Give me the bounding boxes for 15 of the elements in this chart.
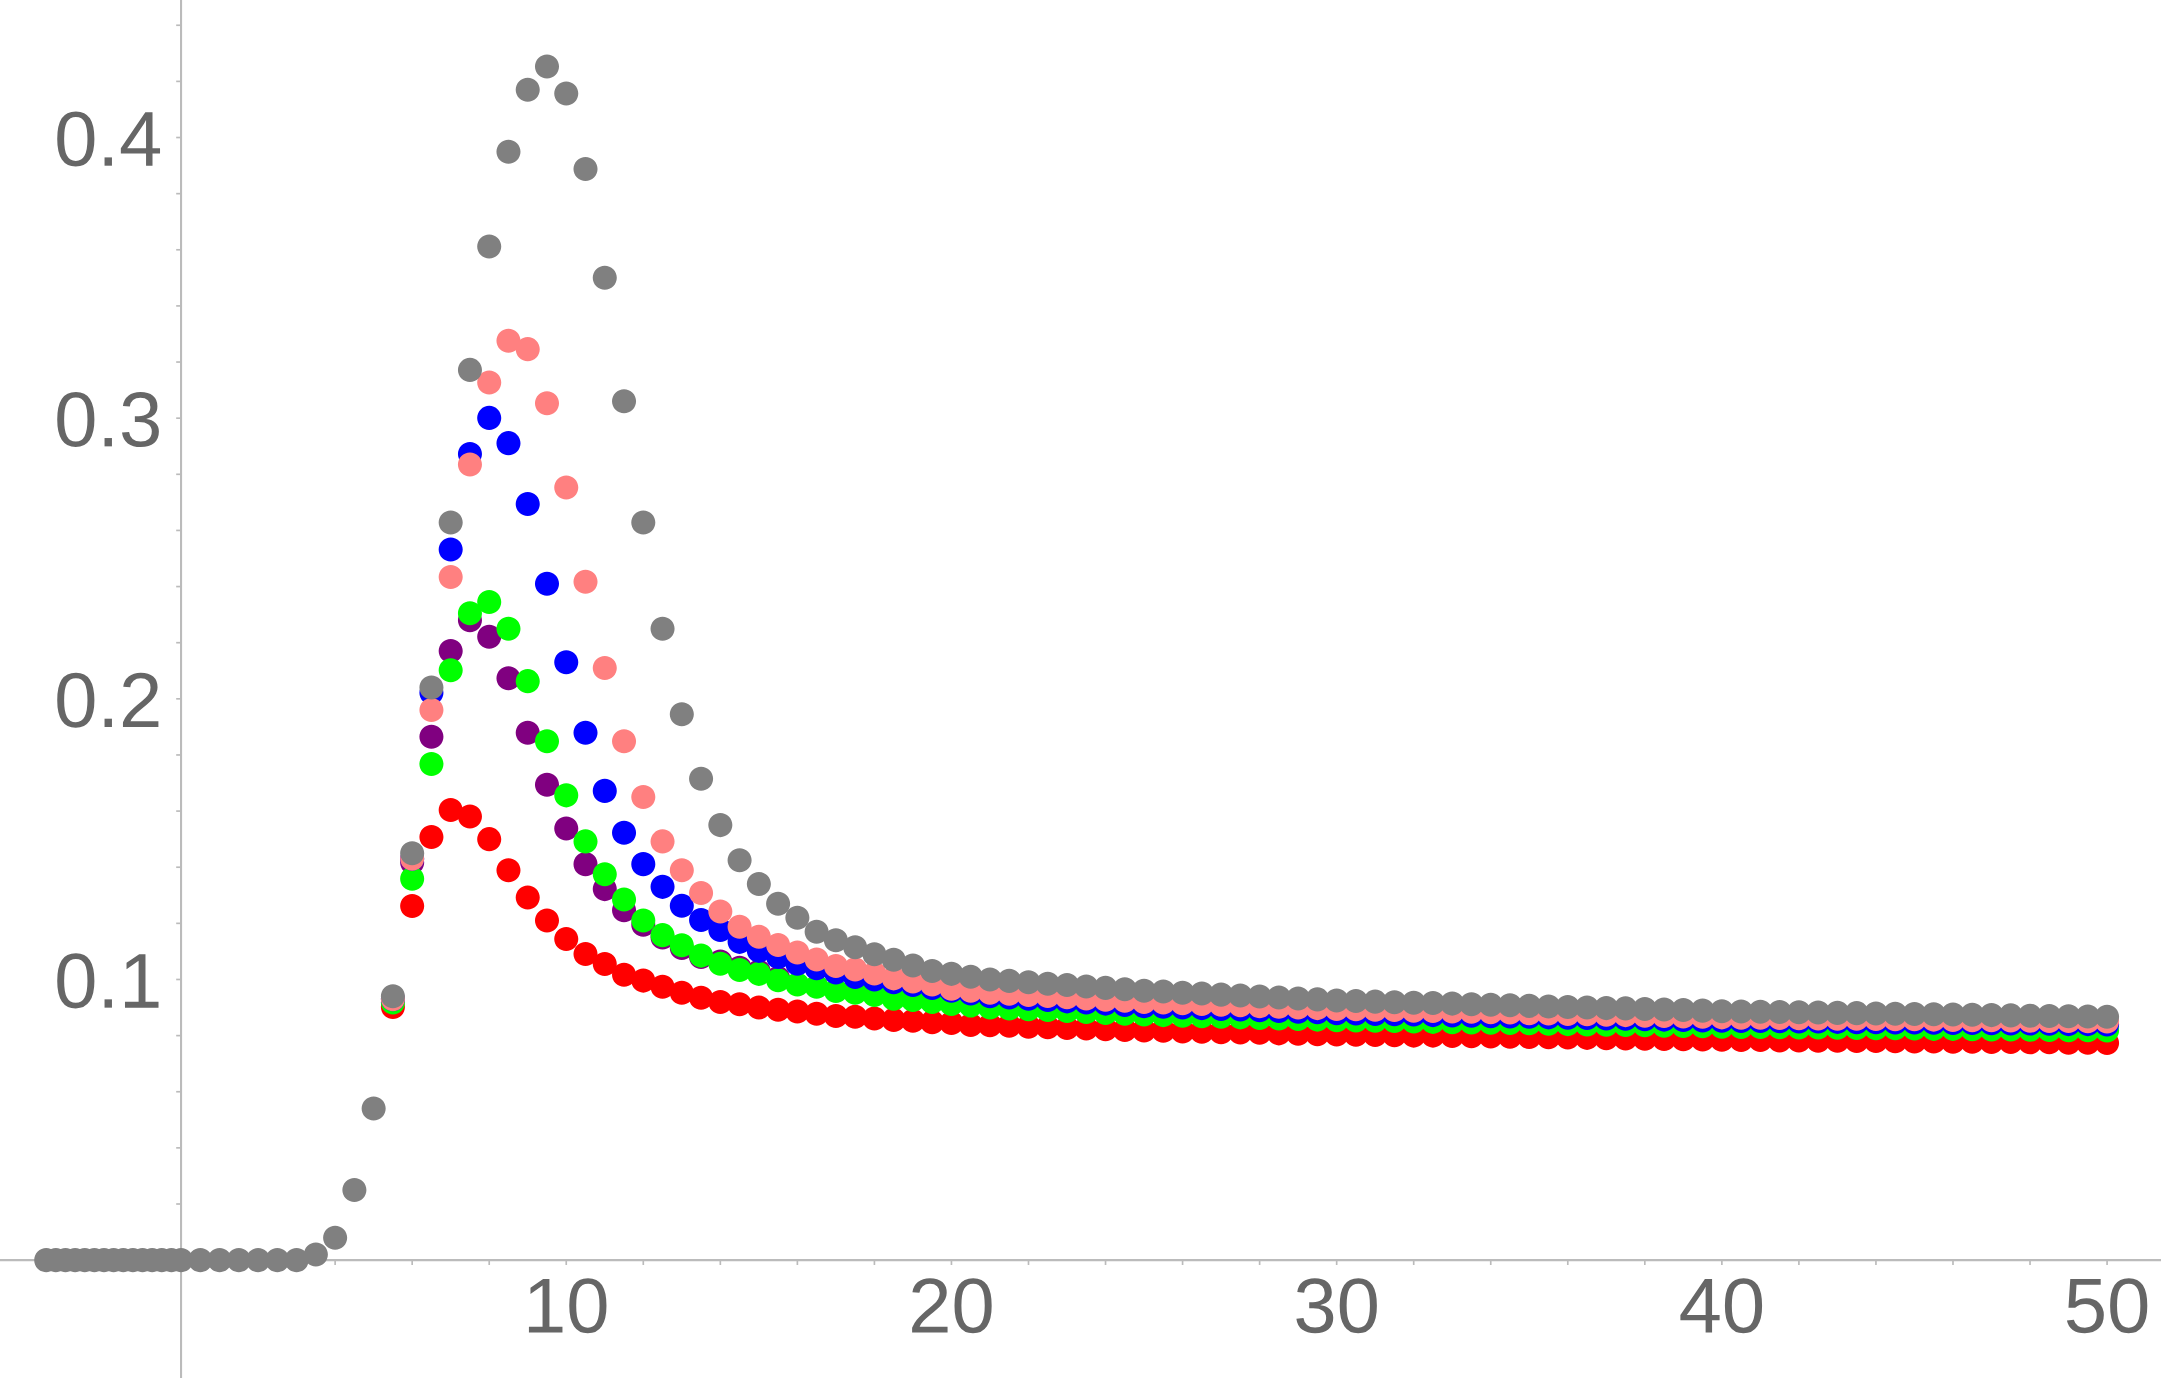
point (573, 852, 598, 877)
point (515, 720, 540, 745)
x-tick-label: 40 (1680, 1278, 1763, 1334)
point (534, 772, 560, 797)
x-tick-label: 30 (1296, 1278, 1377, 1334)
y-tick-label: 0.2 (57, 672, 159, 728)
x-tick-label: 10 (528, 1278, 607, 1334)
y-tick-label: 0.4 (57, 111, 161, 167)
y-tick-label: 0.3 (57, 392, 159, 448)
point (554, 816, 579, 841)
x-tick-label: 20 (912, 1278, 992, 1334)
x-tick-label: 50 (2066, 1278, 2148, 1334)
point (477, 624, 502, 649)
point (419, 724, 444, 749)
y-tick-label: 0.1 (57, 953, 159, 1009)
